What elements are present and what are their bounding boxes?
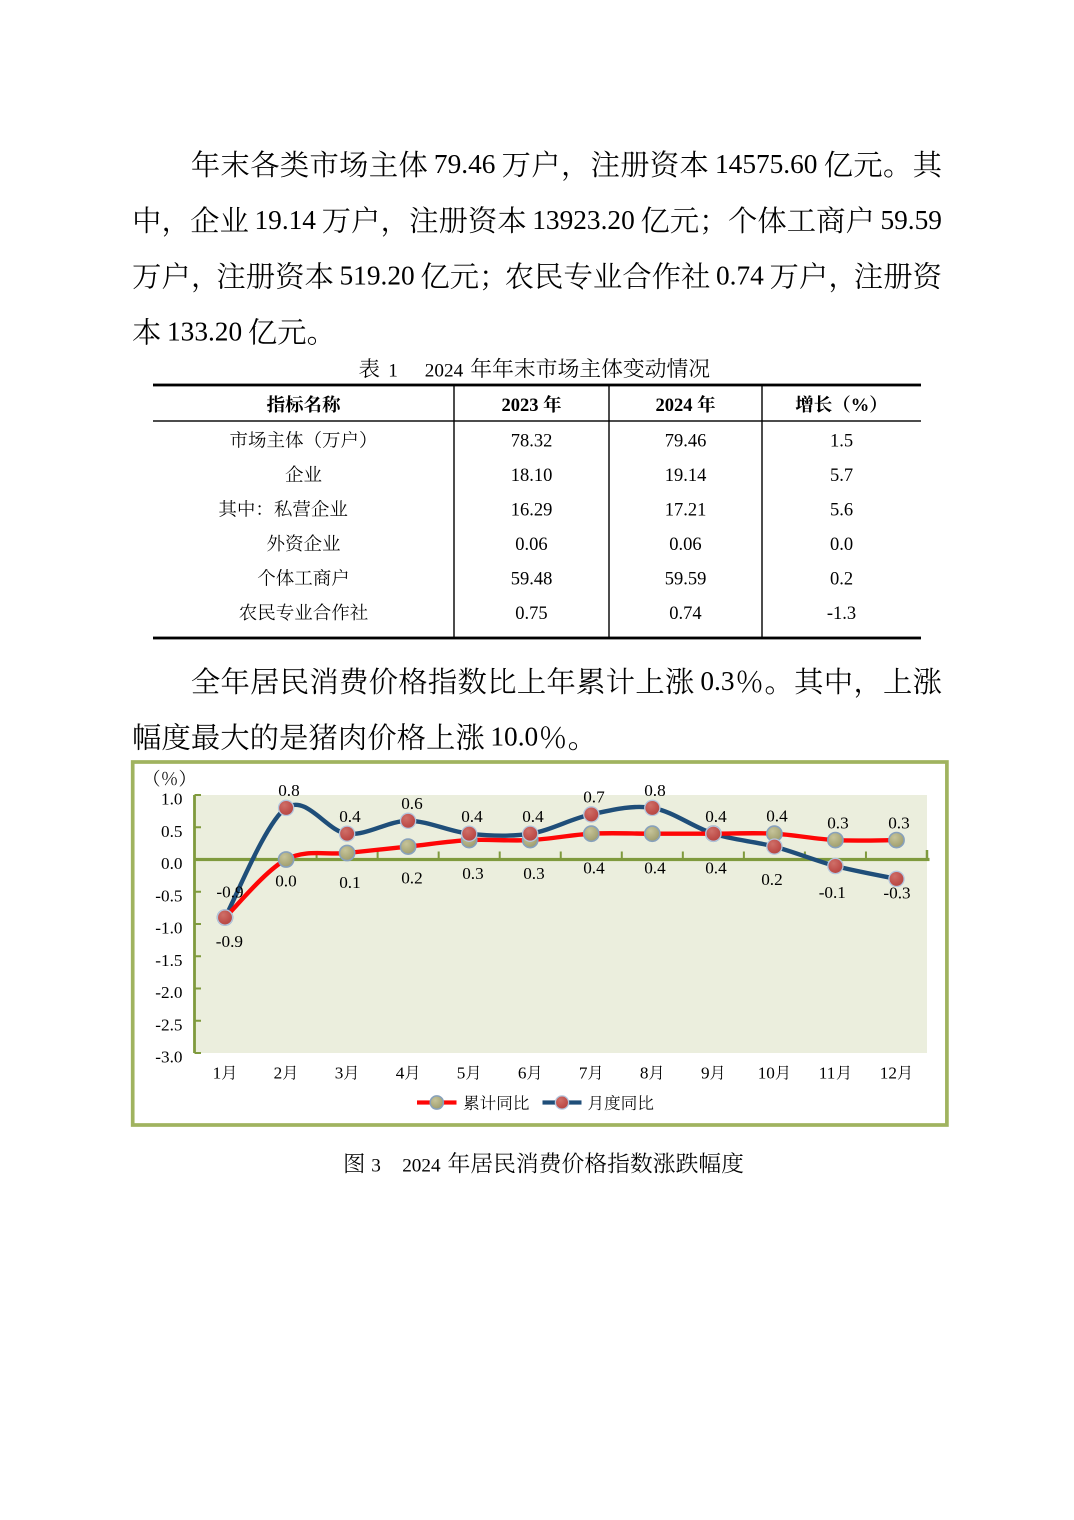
svg-text:12: 12: [880, 1064, 897, 1083]
svg-text:-1.3: -1.3: [827, 604, 856, 624]
svg-text:0.4: 0.4: [705, 807, 727, 826]
svg-text:1.5: 1.5: [830, 432, 853, 452]
svg-text:7: 7: [579, 1064, 588, 1083]
svg-text:-0.3: -0.3: [883, 884, 910, 903]
svg-text:1: 1: [388, 360, 398, 381]
svg-text:16.29: 16.29: [511, 501, 553, 521]
svg-text:10: 10: [758, 1064, 775, 1083]
svg-text:4: 4: [396, 1064, 405, 1083]
svg-text:0.8: 0.8: [278, 781, 299, 800]
svg-text:3: 3: [335, 1064, 344, 1083]
svg-text:0.3: 0.3: [888, 813, 909, 832]
svg-text:0.2: 0.2: [830, 570, 853, 590]
svg-text:0.3: 0.3: [827, 813, 848, 832]
svg-text:0.74: 0.74: [669, 604, 701, 624]
svg-text:2024: 2024: [655, 396, 692, 416]
svg-text:0.74: 0.74: [716, 261, 764, 291]
svg-text:10.0: 10.0: [490, 722, 538, 752]
svg-text:0.8: 0.8: [644, 781, 665, 800]
svg-text:59.59: 59.59: [665, 570, 707, 590]
svg-text:2: 2: [274, 1064, 283, 1083]
svg-text:0.06: 0.06: [515, 535, 547, 555]
svg-text:1.0: 1.0: [161, 790, 182, 809]
svg-text:-0.1: -0.1: [819, 883, 846, 902]
svg-text:0.6: 0.6: [401, 794, 423, 813]
svg-text:0.3: 0.3: [462, 864, 483, 883]
svg-text:0.7: 0.7: [583, 788, 605, 807]
svg-text:133.20: 133.20: [167, 316, 242, 346]
svg-text:0.1: 0.1: [339, 873, 360, 892]
svg-text:-2.0: -2.0: [155, 983, 182, 1002]
svg-text:0.2: 0.2: [401, 869, 422, 888]
svg-text:519.20: 519.20: [340, 261, 415, 291]
svg-text:13923.20: 13923.20: [532, 205, 634, 235]
svg-text:2024: 2024: [402, 1156, 441, 1177]
svg-text:-0.5: -0.5: [155, 886, 182, 905]
svg-text:-0.9: -0.9: [216, 932, 243, 951]
svg-text:59.48: 59.48: [511, 570, 553, 590]
svg-text:79.46: 79.46: [665, 432, 707, 452]
svg-text:19.14: 19.14: [254, 205, 316, 235]
svg-text:17.21: 17.21: [665, 501, 707, 521]
svg-text:-1.0: -1.0: [155, 919, 182, 938]
svg-text:18.10: 18.10: [511, 466, 553, 486]
svg-text:78.32: 78.32: [511, 432, 553, 452]
svg-text:0.0: 0.0: [275, 872, 296, 891]
svg-text:0.4: 0.4: [339, 807, 361, 826]
svg-text:0.4: 0.4: [705, 859, 727, 878]
svg-text:%: %: [851, 396, 870, 416]
svg-text:6: 6: [518, 1064, 527, 1083]
svg-text:0.4: 0.4: [644, 859, 666, 878]
svg-text:0.3: 0.3: [700, 666, 734, 696]
svg-text:79.46: 79.46: [434, 149, 496, 179]
svg-text:0.06: 0.06: [669, 535, 701, 555]
svg-text:-0.9: -0.9: [216, 883, 243, 902]
svg-text:5: 5: [457, 1064, 466, 1083]
svg-text:-3.0: -3.0: [155, 1048, 182, 1067]
svg-text:11: 11: [819, 1064, 836, 1083]
svg-text:59.59: 59.59: [880, 205, 942, 235]
svg-text:14575.60: 14575.60: [715, 149, 817, 179]
svg-text:2024: 2024: [425, 360, 464, 381]
svg-text:0.2: 0.2: [761, 870, 782, 889]
svg-text:0.0: 0.0: [830, 535, 853, 555]
svg-text:1: 1: [213, 1064, 222, 1083]
svg-text:0.3: 0.3: [523, 864, 544, 883]
svg-text:0.4: 0.4: [766, 807, 788, 826]
svg-text:9: 9: [701, 1064, 710, 1083]
svg-text:0.0: 0.0: [161, 854, 182, 873]
svg-text:0.4: 0.4: [522, 807, 544, 826]
svg-text:19.14: 19.14: [665, 466, 707, 486]
svg-text:0.5: 0.5: [161, 822, 182, 841]
svg-text:0.4: 0.4: [461, 807, 483, 826]
svg-text:0.75: 0.75: [515, 604, 547, 624]
svg-text:2023: 2023: [501, 396, 538, 416]
svg-text:-1.5: -1.5: [155, 951, 182, 970]
svg-text:-2.5: -2.5: [155, 1015, 182, 1034]
svg-text:5.6: 5.6: [830, 501, 853, 521]
svg-text:0.4: 0.4: [583, 859, 605, 878]
svg-text:8: 8: [640, 1064, 649, 1083]
svg-text:5.7: 5.7: [830, 466, 853, 486]
svg-text:3: 3: [371, 1156, 381, 1177]
